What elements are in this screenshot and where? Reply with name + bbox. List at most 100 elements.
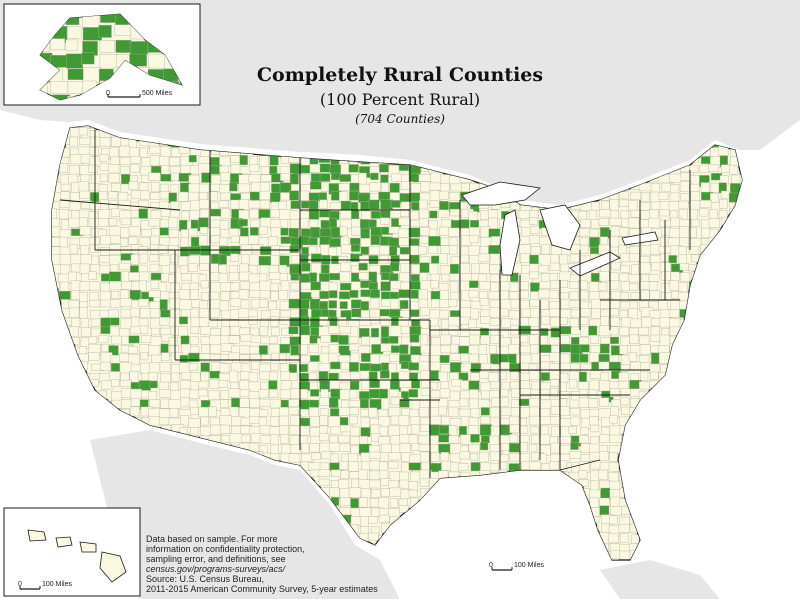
county bbox=[349, 336, 359, 344]
rural-county bbox=[469, 280, 479, 289]
county bbox=[390, 415, 401, 426]
county bbox=[88, 217, 101, 227]
rural-county bbox=[540, 328, 549, 336]
rural-county bbox=[188, 352, 200, 363]
rural-county bbox=[428, 236, 441, 247]
county bbox=[550, 388, 559, 398]
county bbox=[388, 407, 401, 417]
rural-county bbox=[588, 325, 598, 336]
county bbox=[309, 219, 319, 228]
rural-county bbox=[409, 281, 421, 290]
county bbox=[579, 228, 591, 237]
note-link[interactable]: census.gov/programs-surveys/acs/ bbox=[146, 564, 286, 574]
county bbox=[370, 316, 380, 325]
county bbox=[669, 318, 682, 328]
county bbox=[679, 263, 689, 271]
county bbox=[529, 235, 541, 244]
county bbox=[428, 471, 440, 480]
county bbox=[151, 227, 161, 237]
county bbox=[109, 226, 121, 237]
county bbox=[628, 200, 638, 211]
county bbox=[450, 462, 460, 473]
county bbox=[588, 389, 598, 399]
county bbox=[609, 445, 622, 454]
county bbox=[290, 282, 301, 291]
rural-county bbox=[540, 372, 550, 381]
hawaii-inset bbox=[3, 507, 141, 597]
note-line-1: Data based on sample. For more bbox=[146, 534, 278, 544]
rural-county bbox=[509, 443, 521, 453]
county bbox=[169, 156, 180, 166]
rural-county bbox=[350, 244, 361, 252]
county bbox=[83, 67, 102, 84]
county bbox=[128, 181, 139, 191]
county bbox=[328, 325, 341, 334]
main-scale-label: 100 Miles bbox=[514, 562, 544, 569]
county bbox=[518, 209, 531, 219]
county bbox=[550, 416, 562, 425]
county bbox=[139, 253, 149, 264]
county bbox=[680, 272, 691, 282]
county bbox=[108, 172, 120, 183]
county bbox=[180, 415, 190, 427]
county bbox=[260, 336, 271, 345]
county bbox=[709, 209, 718, 221]
county bbox=[261, 354, 272, 363]
county bbox=[430, 280, 439, 289]
county bbox=[241, 254, 251, 265]
county bbox=[59, 163, 69, 173]
rural-county bbox=[179, 316, 188, 325]
rural-county bbox=[300, 273, 310, 283]
county bbox=[339, 389, 351, 400]
rural-county bbox=[379, 309, 391, 317]
county bbox=[99, 154, 109, 162]
county bbox=[608, 533, 619, 544]
county bbox=[220, 208, 231, 219]
county bbox=[659, 334, 671, 347]
county bbox=[420, 451, 430, 463]
county bbox=[199, 255, 212, 265]
county bbox=[599, 271, 610, 282]
county bbox=[411, 424, 420, 435]
rural-county bbox=[409, 254, 420, 265]
rural-county bbox=[550, 327, 561, 339]
county bbox=[579, 300, 589, 310]
county bbox=[99, 40, 116, 53]
rural-county bbox=[348, 164, 359, 173]
county bbox=[478, 344, 487, 355]
county bbox=[359, 436, 368, 445]
county bbox=[590, 345, 601, 354]
county bbox=[420, 307, 430, 316]
rural-county bbox=[379, 163, 391, 173]
rural-county bbox=[309, 335, 318, 344]
rural-county bbox=[218, 254, 227, 265]
county bbox=[639, 381, 652, 390]
rural-county bbox=[411, 379, 421, 389]
source-note: Source: U.S. Census Bureau, 2011-2015 Am… bbox=[146, 574, 446, 594]
county bbox=[219, 156, 231, 167]
county bbox=[689, 165, 699, 174]
county bbox=[670, 271, 680, 282]
county bbox=[78, 127, 89, 136]
county bbox=[578, 317, 589, 325]
county bbox=[659, 317, 671, 328]
county bbox=[631, 264, 640, 275]
county bbox=[158, 245, 169, 254]
rural-county bbox=[168, 192, 177, 203]
rural-county bbox=[239, 155, 248, 166]
county bbox=[188, 228, 198, 237]
county bbox=[418, 289, 428, 301]
county bbox=[128, 272, 141, 281]
county bbox=[208, 191, 218, 201]
rural-county bbox=[411, 319, 421, 327]
county bbox=[449, 281, 459, 293]
rural-county bbox=[379, 388, 388, 399]
county bbox=[219, 165, 229, 174]
county bbox=[319, 462, 330, 471]
rural-county bbox=[338, 345, 351, 357]
county bbox=[159, 200, 169, 209]
county bbox=[529, 217, 539, 225]
county bbox=[419, 199, 428, 211]
county bbox=[248, 174, 261, 183]
county bbox=[519, 299, 530, 310]
